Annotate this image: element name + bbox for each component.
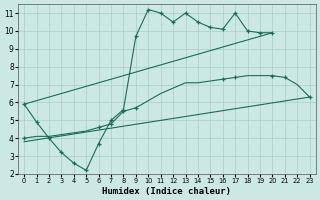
X-axis label: Humidex (Indice chaleur): Humidex (Indice chaleur) [102,187,231,196]
